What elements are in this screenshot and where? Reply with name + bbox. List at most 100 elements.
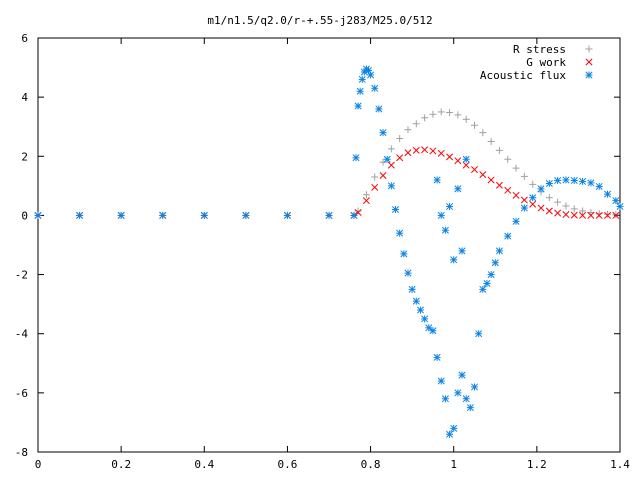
data-point xyxy=(616,203,624,211)
data-point xyxy=(595,211,603,219)
y-tick-label: -8 xyxy=(15,446,28,459)
y-tick-label: -2 xyxy=(15,269,28,282)
data-point xyxy=(358,75,366,83)
data-point xyxy=(479,285,487,293)
data-point xyxy=(412,297,420,305)
data-point xyxy=(470,383,479,391)
data-point xyxy=(354,102,362,110)
data-point xyxy=(371,173,379,181)
data-point xyxy=(446,430,454,438)
data-point xyxy=(462,155,470,163)
data-point xyxy=(612,197,620,205)
data-point xyxy=(604,210,612,218)
x-tick-label: 0.8 xyxy=(361,458,381,471)
axis-ticks: 0 0.2 0.4 0.6 0.8 1 1.2 1.4 6 4 2 0 -2 -4 -6 -8 xyxy=(15,32,631,471)
data-point xyxy=(612,211,620,219)
data-point xyxy=(562,202,570,210)
data-point xyxy=(425,324,433,332)
data-point xyxy=(367,71,375,79)
y-tick-label: -6 xyxy=(15,387,28,400)
data-point xyxy=(504,186,512,194)
y-tick-label: 4 xyxy=(21,91,28,104)
y-tick-label: 0 xyxy=(21,209,28,222)
data-point xyxy=(362,197,370,205)
data-point xyxy=(437,149,445,157)
series-g-work xyxy=(34,146,620,219)
data-point xyxy=(387,182,395,190)
data-point xyxy=(570,211,578,219)
x-tick-label: 0.4 xyxy=(194,458,214,471)
data-point xyxy=(242,211,250,219)
y-tick-label: -4 xyxy=(15,328,29,341)
data-point xyxy=(433,176,441,184)
data-point xyxy=(421,315,429,323)
data-point xyxy=(450,424,458,432)
data-point xyxy=(396,229,404,237)
data-point xyxy=(604,190,612,198)
data-point xyxy=(383,155,391,163)
data-point xyxy=(495,181,503,189)
data-point xyxy=(354,208,362,216)
data-point xyxy=(379,158,387,166)
data-point xyxy=(545,179,553,187)
data-point xyxy=(392,206,400,214)
data-point xyxy=(429,147,437,155)
data-point xyxy=(579,207,587,215)
data-point xyxy=(471,121,478,129)
y-tick-label: 6 xyxy=(21,32,28,45)
data-point xyxy=(404,126,412,134)
data-point xyxy=(437,108,445,116)
data-point xyxy=(454,111,462,119)
data-point xyxy=(429,327,437,335)
legend-marker xyxy=(585,71,593,79)
data-point xyxy=(379,172,387,180)
data-point xyxy=(446,109,454,117)
data-point xyxy=(379,129,387,137)
x-tick-label: 0.2 xyxy=(111,458,131,471)
data-point xyxy=(466,404,474,412)
data-point xyxy=(362,191,370,199)
legend-marker xyxy=(585,58,593,66)
data-point xyxy=(200,211,208,219)
data-point xyxy=(554,198,562,206)
data-marks xyxy=(34,65,624,438)
data-point xyxy=(400,250,408,258)
data-point xyxy=(371,84,379,92)
data-point xyxy=(404,269,412,277)
data-point xyxy=(450,256,458,264)
legend-marker xyxy=(585,45,593,53)
data-point xyxy=(404,149,412,157)
data-point xyxy=(604,211,612,219)
data-point xyxy=(475,330,483,338)
data-point xyxy=(545,207,553,215)
data-point xyxy=(462,395,470,403)
data-point xyxy=(458,371,466,379)
data-point xyxy=(421,146,429,154)
data-point xyxy=(579,177,587,185)
data-point xyxy=(412,120,420,128)
data-point xyxy=(396,154,404,162)
data-point xyxy=(352,154,360,162)
data-point xyxy=(529,194,537,202)
data-point xyxy=(408,285,416,293)
data-point xyxy=(595,182,603,190)
data-point xyxy=(437,211,445,219)
data-point xyxy=(441,395,449,403)
data-point xyxy=(470,166,479,174)
data-point xyxy=(554,177,562,185)
data-point xyxy=(462,161,470,169)
x-tick-label: 1.2 xyxy=(527,458,547,471)
data-point xyxy=(117,211,125,219)
data-point xyxy=(412,146,420,154)
data-point xyxy=(387,145,395,153)
data-point xyxy=(512,217,520,225)
series-r-stress xyxy=(34,108,620,219)
x-tick-label: 1.4 xyxy=(610,458,630,471)
data-point xyxy=(433,353,441,361)
data-point xyxy=(375,105,383,113)
data-point xyxy=(454,185,462,193)
data-point xyxy=(587,179,595,187)
data-point xyxy=(495,146,503,154)
